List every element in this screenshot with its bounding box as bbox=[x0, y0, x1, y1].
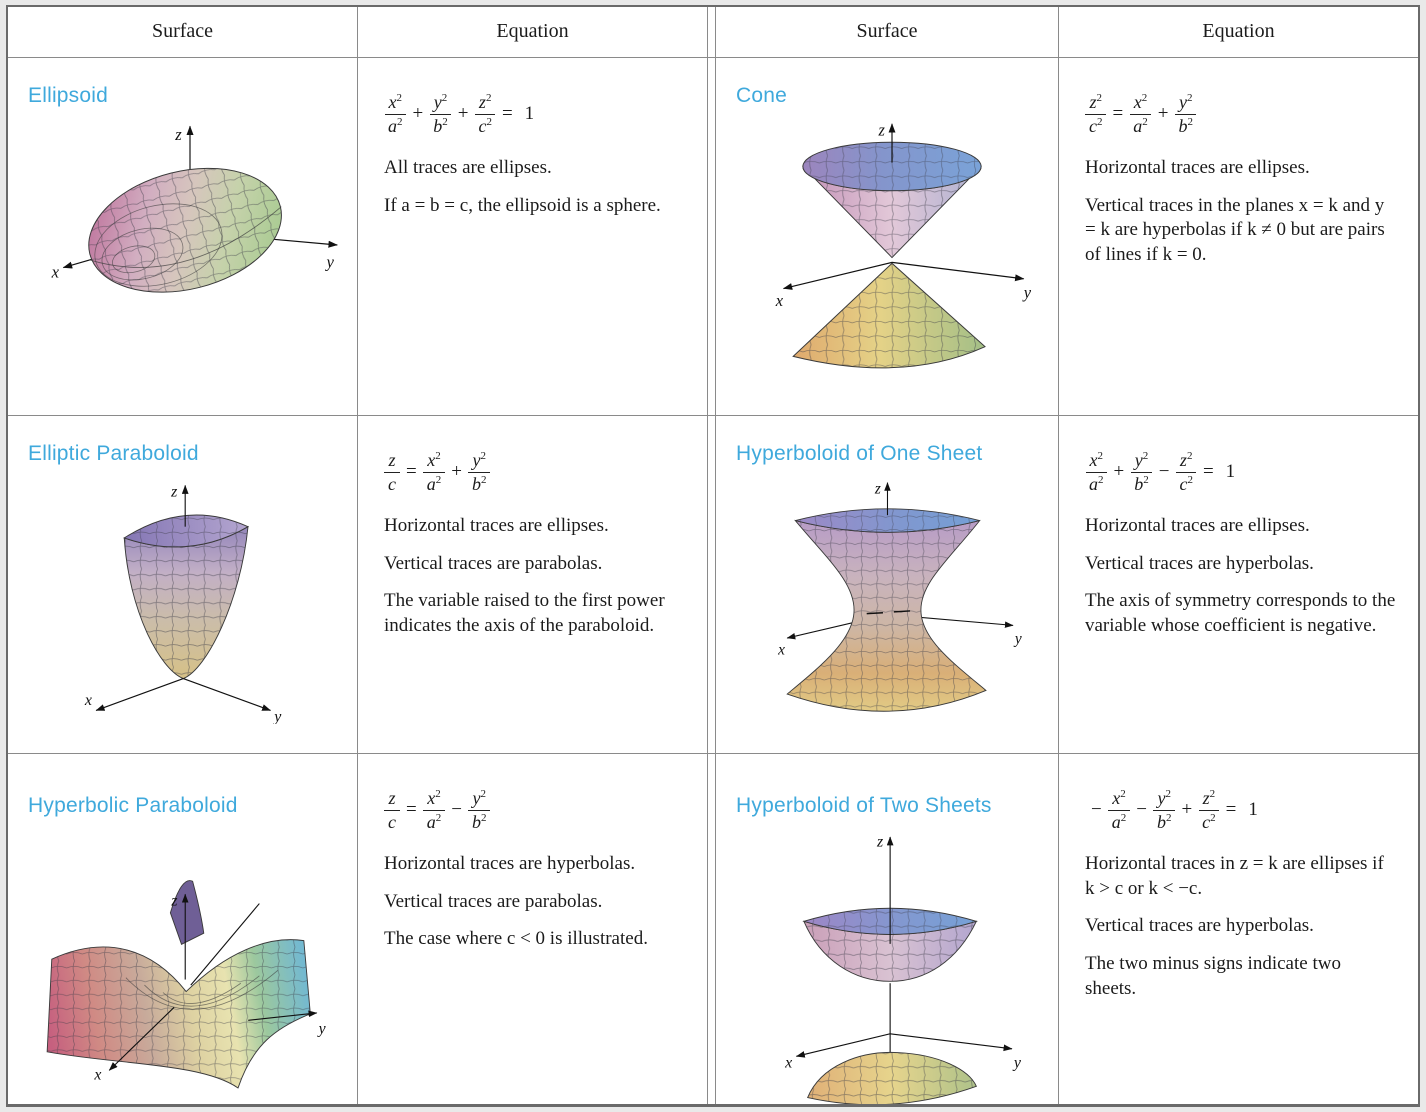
note: Horizontal traces are hyperbolas. bbox=[384, 853, 636, 874]
z-axis-label: z bbox=[877, 120, 885, 139]
y-axis bbox=[182, 678, 271, 711]
x-axis-label: x bbox=[777, 641, 785, 658]
x-axis-label: x bbox=[83, 692, 91, 709]
header-equation-right: Equation bbox=[1058, 7, 1418, 57]
y-axis-label: y bbox=[324, 253, 334, 272]
cell-hyperboloid-one-sheet-surface: Hyperboloid of One Sheet z x y bbox=[716, 415, 1058, 753]
note: Vertical traces are hyperbolas. bbox=[1085, 915, 1314, 937]
cell-ellipsoid-equation: x2 a2 + y2 b2 + z2 c2 = 1 All traces are ellipses… bbox=[357, 57, 707, 415]
elliptic-paraboloid-figure: z x y bbox=[83, 484, 282, 724]
y-axis-label: y bbox=[1013, 630, 1022, 647]
note: The case where c < 0 is illustrated. bbox=[384, 928, 648, 950]
header-surface-right: Surface bbox=[716, 7, 1058, 57]
z-axis-label: z bbox=[174, 125, 182, 144]
quadric-surfaces-table: Surface Equation Surface Equation Ellips… bbox=[6, 5, 1420, 1107]
surface-name-cone: Cone bbox=[736, 84, 788, 107]
x-axis bbox=[782, 261, 893, 290]
y-axis-label: y bbox=[316, 1020, 325, 1037]
surface-name-hyperbolic-paraboloid: Hyperbolic Paraboloid bbox=[28, 794, 238, 817]
column-divider bbox=[707, 415, 716, 753]
x-axis-tick bbox=[866, 612, 884, 615]
hyperboloid-two-sheets-figure: z x y bbox=[784, 833, 1022, 1104]
surface-name-hyperboloid-two-sheets: Hyperboloid of Two Sheets bbox=[736, 794, 992, 817]
cell-hyperboloid-two-sheets-surface: Hyperboloid of Two Sheets z x y bbox=[716, 753, 1058, 1104]
cell-hyperbolic-paraboloid-equation: z c = x2 a2− y2 b2 Horizontal traces are hyper… bbox=[357, 753, 707, 1104]
cell-cone-surface: Cone z x y bbox=[716, 57, 1058, 415]
hyperboloid-two-sheets-equation: − x2 a2− y2 b2 + z2 c2 = 1 bbox=[1091, 787, 1258, 832]
z-axis-label: z bbox=[170, 892, 177, 909]
x-axis-tick bbox=[893, 610, 911, 613]
note: The variable raised to the first power i… bbox=[384, 590, 665, 637]
x-axis-label: x bbox=[93, 1067, 101, 1084]
x-axis-label: x bbox=[775, 291, 784, 310]
y-axis-label: y bbox=[272, 709, 282, 724]
y-axis bbox=[247, 1010, 317, 1021]
cell-ellipsoid-surface: Ellipsoid z x y bbox=[8, 57, 357, 415]
x-axis-label: x bbox=[784, 1055, 792, 1072]
ellipsoid-figure: z x y bbox=[51, 125, 338, 293]
y-axis-label: y bbox=[1012, 1055, 1022, 1072]
cell-elliptic-paraboloid-surface: Elliptic Paraboloid z x y bbox=[8, 415, 357, 753]
column-divider bbox=[707, 7, 716, 57]
note: Vertical traces in the planes x = k and … bbox=[1085, 194, 1385, 266]
cone-figure: z x y bbox=[775, 120, 1032, 369]
note: Horizontal traces are ellipses. bbox=[384, 515, 609, 536]
y-axis-label: y bbox=[1022, 283, 1032, 302]
note: The axis of symmetry corresponds to the … bbox=[1085, 590, 1396, 637]
cell-elliptic-paraboloid-equation: z c = x2 a2 + y2 b2 Horizontal traces are ellip… bbox=[357, 415, 707, 753]
note: Horizontal traces are ellipses. bbox=[1085, 515, 1310, 536]
hyperbolic-paraboloid-figure: z x y bbox=[46, 880, 325, 1089]
surface-name-elliptic-paraboloid: Elliptic Paraboloid bbox=[28, 442, 199, 465]
note: The two minus signs indicate two sheets. bbox=[1085, 953, 1341, 999]
cell-cone-equation: z2 c2 = x2 a2 + y2 b2 Horizontal traces are ell… bbox=[1058, 57, 1418, 415]
column-divider bbox=[707, 57, 716, 415]
note: If a = b = c, the ellipsoid is a sphere. bbox=[384, 194, 661, 216]
ellipsoid-equation: x2 a2 + y2 b2 + z2 c2 = 1 bbox=[384, 82, 689, 146]
y-axis bbox=[890, 1033, 1013, 1052]
axis-diagonal-line bbox=[189, 903, 260, 986]
hyperbolic-paraboloid-equation: z c = x2 a2− y2 b2 bbox=[384, 778, 689, 842]
surface-name-hyperboloid-one-sheet: Hyperboloid of One Sheet bbox=[736, 442, 983, 465]
x-axis-label: x bbox=[51, 262, 60, 281]
cell-hyperboloid-two-sheets-equation: − x2 a2− y2 b2 + z2 c2 = 1 Horizontal traces in z… bbox=[1058, 753, 1418, 1104]
column-divider bbox=[707, 753, 716, 1104]
z-axis-label: z bbox=[170, 484, 177, 501]
hyperboloid-one-sheet-equation: x2 a2 + y2 b2− z2 c2 = 1 bbox=[1085, 440, 1400, 504]
y-axis bbox=[891, 261, 1025, 282]
cell-hyperbolic-paraboloid-surface: Hyperbolic Paraboloid z x y bbox=[8, 753, 357, 1104]
note: Vertical traces are hyperbolas. bbox=[1085, 552, 1314, 574]
note: Vertical traces are parabolas. bbox=[384, 552, 603, 574]
cell-hyperboloid-one-sheet-equation: x2 a2 + y2 b2− z2 c2 = 1 Horizontal traces are e… bbox=[1058, 415, 1418, 753]
header-surface-left: Surface bbox=[8, 7, 357, 57]
header-equation-left: Equation bbox=[357, 7, 707, 57]
note: All traces are ellipses. bbox=[384, 157, 552, 178]
z-axis-label: z bbox=[874, 480, 881, 497]
x-axis bbox=[108, 1006, 174, 1071]
x-axis bbox=[95, 678, 184, 711]
x-axis bbox=[795, 1033, 891, 1058]
elliptic-paraboloid-equation: z c = x2 a2 + y2 b2 bbox=[384, 440, 689, 504]
note: Vertical traces are parabolas. bbox=[384, 890, 603, 912]
cone-equation: z2 c2 = x2 a2 + y2 b2 bbox=[1085, 82, 1400, 146]
hyperboloid-one-sheet-figure: z x y bbox=[777, 480, 1022, 712]
note: Horizontal traces in z = k are ellipses … bbox=[1085, 853, 1384, 899]
note: Horizontal traces are ellipses. bbox=[1085, 157, 1310, 178]
z-axis-label: z bbox=[876, 833, 883, 850]
surface-name-ellipsoid: Ellipsoid bbox=[28, 84, 109, 107]
